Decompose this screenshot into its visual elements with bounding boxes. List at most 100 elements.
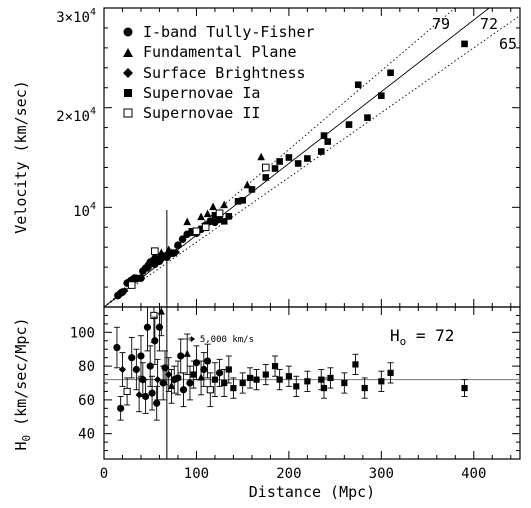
arrow-head: [191, 336, 195, 342]
data-point-circle: [128, 354, 136, 362]
data-point-diamond: [132, 274, 141, 282]
distance-axis-label: Distance (Mpc): [249, 483, 375, 501]
data-point-circle: [143, 323, 152, 331]
data-point-diamond: [153, 256, 162, 264]
h0-annotation: Ho = 72: [390, 326, 454, 348]
legend: I-band Tully-Fisher Fundamental Plane Su…: [123, 23, 315, 122]
data-point-square: [188, 227, 196, 235]
data-point-diamond: [157, 253, 166, 261]
data-point-circle: [215, 369, 224, 377]
data-point-square: [293, 383, 300, 390]
line-label-79: 79: [432, 15, 450, 33]
velocity-cutoff-note: > 5,000 km/s: [179, 335, 254, 345]
data-point-square: [262, 174, 270, 181]
data-point-square: [378, 378, 385, 385]
x-tick-label: 100: [184, 466, 209, 482]
data-point-square: [248, 186, 256, 193]
data-point-circle: [142, 392, 150, 401]
h0-y-tick-label: 80: [78, 359, 95, 375]
legend-label-surface-brightness: Surface Brightness: [143, 64, 306, 82]
x-tick-labels: 0 100 200 300 400: [100, 466, 487, 482]
data-point-square: [253, 376, 260, 383]
data-point-circle: [132, 365, 140, 374]
data-point-open-square: [127, 281, 136, 289]
data-point-square: [378, 92, 385, 100]
data-point-square: [352, 361, 359, 368]
legend-item-supernovae-ia: Supernovae Ia: [124, 84, 260, 102]
data-point-diamond: [154, 376, 162, 384]
legend-item-supernovae-ii: Supernovae II: [123, 104, 260, 122]
data-point-square: [211, 212, 219, 219]
data-point-circle: [159, 379, 167, 387]
data-point-square: [230, 384, 237, 392]
data-point-square: [239, 379, 246, 387]
hubble-line-65: [104, 15, 520, 307]
legend-marker-circle: [123, 27, 133, 37]
legend-label-tully-fisher: I-band Tully-Fisher: [143, 23, 315, 41]
data-point-circle: [186, 379, 194, 387]
data-point-square: [294, 160, 302, 167]
y-tick-label-1e4: 104: [73, 201, 96, 220]
data-point-circle: [151, 337, 159, 345]
data-point-triangle: [157, 307, 165, 315]
velocity-y-tick-labels: 104 2×104 3×104: [56, 7, 96, 220]
data-point-open-square: [151, 247, 159, 255]
data-point-circle: [178, 235, 187, 244]
data-point-square: [220, 217, 228, 225]
data-point-diamond: [118, 365, 127, 374]
data-point-circle: [148, 389, 156, 397]
data-point-diamond: [172, 248, 180, 256]
data-point-triangle: [220, 200, 228, 209]
data-point-circle: [137, 352, 145, 360]
data-point-circle: [146, 362, 154, 370]
data-point-diamond: [135, 391, 143, 399]
data-point-circle: [161, 364, 169, 372]
x-tick-label: 0: [100, 466, 108, 482]
arrow-note-text: > 5,000 km/s: [189, 335, 254, 345]
data-point-circle: [155, 323, 164, 331]
data-point-square: [285, 373, 292, 380]
data-point-square: [324, 138, 332, 145]
data-point-diamond: [144, 264, 153, 272]
data-point-circle: [203, 357, 212, 365]
data-point-square: [276, 158, 283, 165]
legend-label-supernovae-ii: Supernovae II: [143, 104, 260, 122]
data-point-open-square: [150, 311, 158, 320]
data-point-square: [341, 379, 348, 387]
x-tick-label: 200: [276, 466, 301, 482]
data-point-square: [461, 40, 468, 48]
data-point-square: [387, 369, 394, 376]
data-point-square: [234, 198, 242, 205]
data-point-circle: [174, 241, 182, 250]
h0-axis-label: H0 (km/sec/Mpc): [12, 317, 33, 450]
data-point-triangle: [257, 152, 265, 161]
data-point-square: [345, 121, 353, 128]
data-point-triangle: [197, 212, 205, 221]
data-point-square: [276, 376, 283, 383]
h0-data-points: [113, 307, 468, 421]
data-point-square: [361, 384, 368, 392]
data-point-square: [225, 366, 232, 373]
data-point-triangle: [183, 217, 191, 226]
data-point-square: [387, 69, 394, 77]
data-point-square: [364, 114, 371, 121]
data-point-triangle: [209, 202, 217, 211]
data-point-square: [304, 378, 311, 385]
data-point-square: [327, 374, 334, 382]
data-point-circle: [200, 365, 208, 374]
data-point-square: [354, 81, 362, 89]
data-point-open-square: [215, 209, 224, 218]
data-point-square: [317, 148, 325, 155]
legend-marker-square: [124, 89, 132, 97]
velocity-axis-label: Velocity (km/sec): [12, 80, 30, 234]
data-point-triangle: [167, 381, 176, 389]
data-point-square: [239, 197, 246, 204]
data-point-circle: [174, 374, 182, 382]
data-point-square: [320, 132, 328, 139]
data-point-open-square: [206, 386, 214, 394]
data-point-open-square: [192, 227, 201, 236]
legend-item-fundamental-plane: Fundamental Plane: [123, 43, 297, 61]
data-point-open-square: [201, 223, 210, 232]
data-point-square: [262, 371, 269, 378]
